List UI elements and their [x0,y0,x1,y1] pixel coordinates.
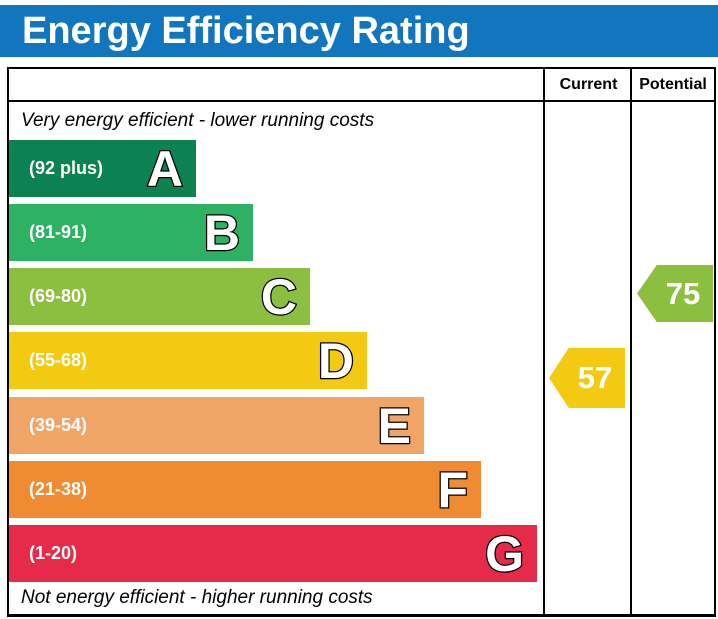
chart-title: Energy Efficiency Rating [22,9,470,52]
current-rating-arrow: 57 [549,348,625,408]
band-range-label: (69-80) [29,286,88,306]
band-row-E: (39-54) E [9,397,424,454]
band-row-B: (81-91) B [9,204,253,261]
potential-rating-arrow: 75 [637,265,713,322]
band-range-label: (92 plus) [29,158,104,178]
band-letter: D [317,332,356,389]
current-rating-value: 57 [577,360,613,395]
top-caption: Very energy efficient - lower running co… [21,110,375,131]
band-letter: E [376,397,412,454]
band-row-C: (69-80) C [9,268,310,325]
band-row-D: (55-68) D [9,332,367,389]
band-letter: B [203,204,242,261]
potential-column-divider [630,69,632,614]
band-row-F: (21-38) F [9,461,481,518]
potential-column-header: Potential [639,75,707,93]
table-header-row: Current Potential [9,69,714,102]
band-range-label: (39-54) [29,415,88,435]
band-range-label: (1-20) [29,543,78,563]
bottom-caption: Not energy efficient - higher running co… [21,587,373,608]
band-letter: F [436,461,469,518]
band-letter: A [146,140,185,197]
band-letter: G [484,525,525,582]
band-range-label: (81-91) [29,222,88,242]
chart-title-bar: Energy Efficiency Rating [0,5,718,57]
potential-rating-value: 75 [665,275,701,311]
band-row-A: (92 plus) A [9,140,196,197]
band-range-label: (21-38) [29,479,88,499]
band-letter: C [260,268,299,325]
current-column-divider [543,69,545,614]
band-row-G: (1-20) G [9,525,537,582]
rating-table: Current Potential Very energy efficient … [7,67,716,617]
current-column-header: Current [559,75,618,93]
band-range-label: (55-68) [29,350,88,370]
